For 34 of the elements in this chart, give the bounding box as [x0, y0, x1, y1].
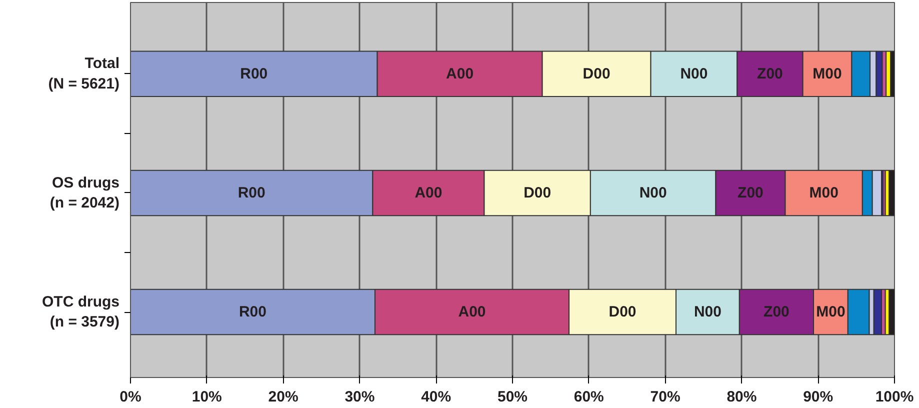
x-tick-label: 100%: [875, 388, 914, 406]
series-label: R00: [240, 65, 268, 82]
series-label: Z00: [757, 65, 783, 82]
text: D00: [524, 184, 552, 202]
text: M00: [809, 184, 838, 202]
y-tick-label: OTC drugs (n = 3579): [42, 293, 120, 331]
bar: [888, 170, 894, 216]
series-label: A00: [446, 65, 474, 82]
text: R00: [238, 304, 267, 321]
series-label: D00: [582, 65, 610, 82]
text: Z00: [738, 184, 764, 202]
x-tick-label: 50%: [497, 388, 528, 406]
text: A00: [414, 184, 442, 202]
x-tick-label: 10%: [192, 388, 222, 406]
x-tick-label: 70%: [650, 388, 680, 406]
y-tick-label: OS drugs (n = 2042): [50, 174, 120, 212]
series-label: N00: [680, 65, 708, 82]
x-tick-label: 60%: [574, 388, 604, 406]
y-tick-label: Total (N = 5621): [48, 55, 120, 93]
text: N00: [639, 184, 667, 202]
text: N00: [694, 304, 722, 321]
series-label: M00: [816, 304, 846, 321]
x-tick-label: 80%: [726, 388, 757, 406]
x-tick-label: 90%: [803, 388, 834, 406]
x-tick-label: 20%: [268, 388, 298, 406]
text: A00: [458, 304, 486, 321]
x-tick-label: 40%: [421, 388, 452, 406]
text: R00: [238, 184, 266, 202]
text: Z00: [764, 304, 790, 321]
x-tick-label: 0%: [120, 388, 142, 406]
x-tick-label: 30%: [344, 388, 375, 406]
text: M00: [812, 65, 842, 82]
text: D00: [608, 304, 636, 321]
bar: [888, 288, 894, 336]
